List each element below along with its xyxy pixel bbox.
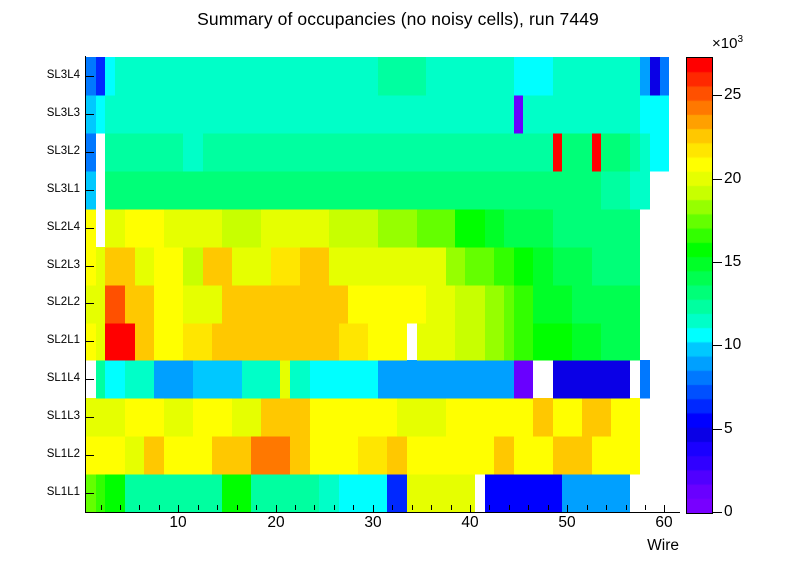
x-axis-tick-major (178, 505, 179, 513)
page-title: Summary of occupancies (no noisy cells),… (197, 9, 599, 29)
y-axis: SL1L1 SL1L2 SL1L3 SL1L4 SL2L1 SL2L2 SL2L3 SL2L4… (12, 57, 80, 512)
colorbar-exponent-power: 3 (737, 34, 744, 45)
x-axis-tick-minor (489, 505, 490, 510)
x-axis-label-30: 30 (364, 514, 382, 531)
x-axis-label-50: 50 (558, 514, 576, 531)
colorbar-label-25: 25 (724, 86, 742, 103)
x-axis-tick-minor (509, 505, 510, 510)
y-axis-tick (85, 114, 94, 115)
y-axis-tick (85, 341, 94, 342)
y-axis-label-sl3l4: SL3L4 (46, 68, 80, 81)
y-axis-tick (85, 303, 94, 304)
heatmap-canvas (86, 57, 679, 512)
x-axis-label-10: 10 (169, 514, 187, 531)
x-axis-tick-minor (256, 505, 257, 510)
y-axis-tick (85, 228, 94, 229)
y-axis-tick (85, 190, 94, 191)
x-axis-tick-minor (217, 505, 218, 510)
x-axis-tick-minor (198, 505, 199, 510)
colorbar (686, 57, 713, 514)
y-axis-label-sl1l2: SL1L2 (46, 448, 80, 461)
x-axis-label-40: 40 (461, 514, 479, 531)
x-axis-tick-major (470, 505, 471, 513)
x-axis-label-60: 60 (655, 514, 673, 531)
x-axis-tick-minor (392, 505, 393, 510)
x-axis-tick-minor (412, 505, 413, 510)
colorbar-tick (713, 512, 722, 513)
y-axis-tick (85, 266, 94, 267)
x-axis-tick-minor (353, 505, 354, 510)
y-axis-tick (85, 379, 94, 380)
colorbar-label-15: 15 (724, 253, 742, 270)
y-axis-label-sl1l4: SL1L4 (46, 372, 80, 385)
x-axis-tick-minor (528, 505, 529, 510)
x-axis-tick-minor (314, 505, 315, 510)
y-axis-tick (85, 455, 94, 456)
y-axis-label-sl1l3: SL1L3 (46, 410, 80, 423)
x-axis-tick-major (567, 505, 568, 513)
colorbar-exponent-base: ×10 (712, 35, 738, 52)
x-axis-line (85, 512, 680, 513)
colorbar-label-5: 5 (724, 420, 733, 437)
y-axis-label-sl2l2: SL2L2 (46, 296, 80, 309)
x-axis-tick-minor (548, 505, 549, 510)
x-axis-tick-minor (626, 505, 627, 510)
colorbar-label-20: 20 (724, 170, 742, 187)
colorbar-tick (713, 179, 722, 180)
colorbar-canvas (687, 58, 712, 513)
y-axis-label-sl2l3: SL2L3 (46, 258, 80, 271)
x-axis-tick-minor (295, 505, 296, 510)
y-axis-label-sl1l1: SL1L1 (46, 486, 80, 499)
y-axis-label-sl3l1: SL3L1 (46, 182, 80, 195)
y-axis-tick (85, 76, 94, 77)
x-axis-tick-major (373, 505, 374, 513)
x-axis-tick-minor (159, 505, 160, 510)
x-axis-tick-minor (431, 505, 432, 510)
x-axis-tick-minor (334, 505, 335, 510)
x-axis-tick-minor (139, 505, 140, 510)
x-axis-tick-minor (101, 505, 102, 510)
y-axis-label-sl2l1: SL2L1 (46, 334, 80, 347)
y-axis-line (85, 56, 86, 513)
y-axis-tick (85, 493, 94, 494)
y-axis-label-sl3l2: SL3L2 (46, 144, 80, 157)
x-axis-tick-minor (587, 505, 588, 510)
x-axis-tick-major (664, 505, 665, 513)
x-axis-label-20: 20 (267, 514, 285, 531)
x-axis-tick-minor (451, 505, 452, 510)
colorbar-label-0: 0 (724, 503, 733, 520)
y-axis-label-sl2l4: SL2L4 (46, 220, 80, 233)
colorbar-tick (713, 95, 722, 96)
colorbar-tick (713, 345, 722, 346)
y-axis-tick (85, 152, 94, 153)
x-axis-title: Wire (647, 537, 679, 554)
heatmap-plot (86, 57, 679, 512)
colorbar-label-10: 10 (724, 336, 742, 353)
colorbar-exponent: ×103 (712, 34, 743, 52)
colorbar-tick (713, 262, 722, 263)
x-axis-tick-minor (645, 505, 646, 510)
x-axis-tick-minor (237, 505, 238, 510)
x-axis-tick-minor (606, 505, 607, 510)
x-axis-tick-major (276, 505, 277, 513)
colorbar-tick (713, 429, 722, 430)
x-axis-tick-minor (120, 505, 121, 510)
y-axis-tick (85, 417, 94, 418)
y-axis-label-sl3l3: SL3L3 (46, 106, 80, 119)
